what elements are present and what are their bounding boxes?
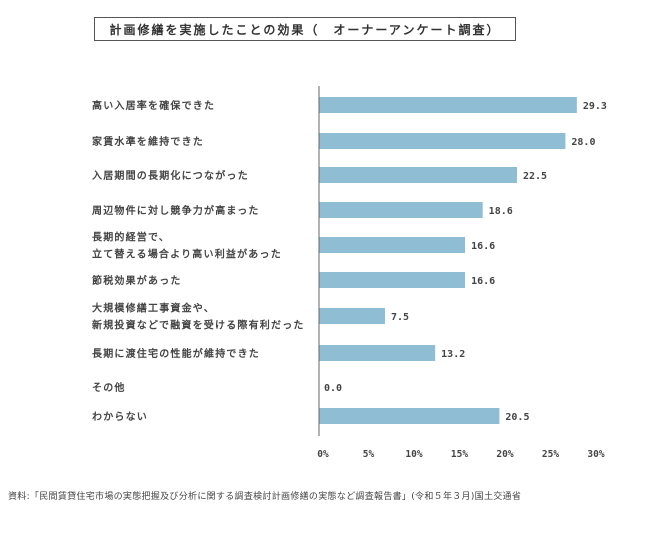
x-tick-label: 25%	[542, 449, 559, 460]
x-tick-label: 0%	[317, 449, 329, 460]
x-tick-label: 10%	[405, 449, 422, 460]
bar	[319, 345, 436, 361]
x-tick-label: 30%	[587, 449, 604, 460]
category-label: 周辺物件に対し競争力が高まった	[92, 204, 260, 217]
bar	[319, 408, 500, 424]
category-label: 長期に渡住宅の性能が維持できた	[92, 347, 260, 360]
x-tick-label: 15%	[451, 449, 468, 460]
bar	[319, 97, 577, 113]
value-label: 28.0	[571, 137, 595, 148]
bar	[319, 272, 466, 288]
category-label: 節税効果があった	[92, 274, 182, 287]
x-tick-label: 20%	[496, 449, 513, 460]
bar	[319, 133, 566, 149]
x-tick-label: 5%	[363, 449, 375, 460]
value-label: 7.5	[391, 312, 409, 323]
category-label: 高い入居率を確保できた	[92, 99, 215, 112]
value-label: 18.6	[489, 206, 513, 217]
value-label: 16.6	[471, 241, 495, 252]
bar	[319, 167, 517, 183]
value-label: 22.5	[523, 171, 547, 182]
category-label: 家賃水準を維持できた	[92, 135, 204, 148]
category-label: 新規投資などで融資を受ける際有利だった	[92, 319, 305, 332]
value-label: 20.5	[505, 412, 529, 423]
value-label: 29.3	[583, 101, 607, 112]
value-label: 13.2	[441, 349, 465, 360]
category-label: 大規模修繕工事資金や、	[92, 302, 215, 315]
value-label: 0.0	[324, 383, 342, 394]
chart-title: 計画修繕を実施したことの効果（ オーナーアンケート調査）	[94, 17, 516, 41]
bar	[319, 308, 385, 324]
category-label: 入居期間の長期化につながった	[92, 169, 249, 182]
bar-chart: 高い入居率を確保できた 29.3 家賃水準を維持できた 28.0 入居期間の長期化につな…	[92, 86, 607, 460]
value-label: 16.6	[471, 276, 495, 287]
bar	[319, 237, 466, 253]
category-label: その他	[92, 381, 126, 394]
category-label: わからない	[92, 411, 148, 423]
source-note: 資料:「民間賃貸住宅市場の実態把握及び分析に関する調査検討計画修繕の実態など調査…	[8, 492, 522, 502]
category-label: 長期的経営で、	[92, 231, 170, 244]
bar	[319, 202, 483, 218]
category-label: 立て替える場合より高い利益があった	[92, 248, 282, 261]
